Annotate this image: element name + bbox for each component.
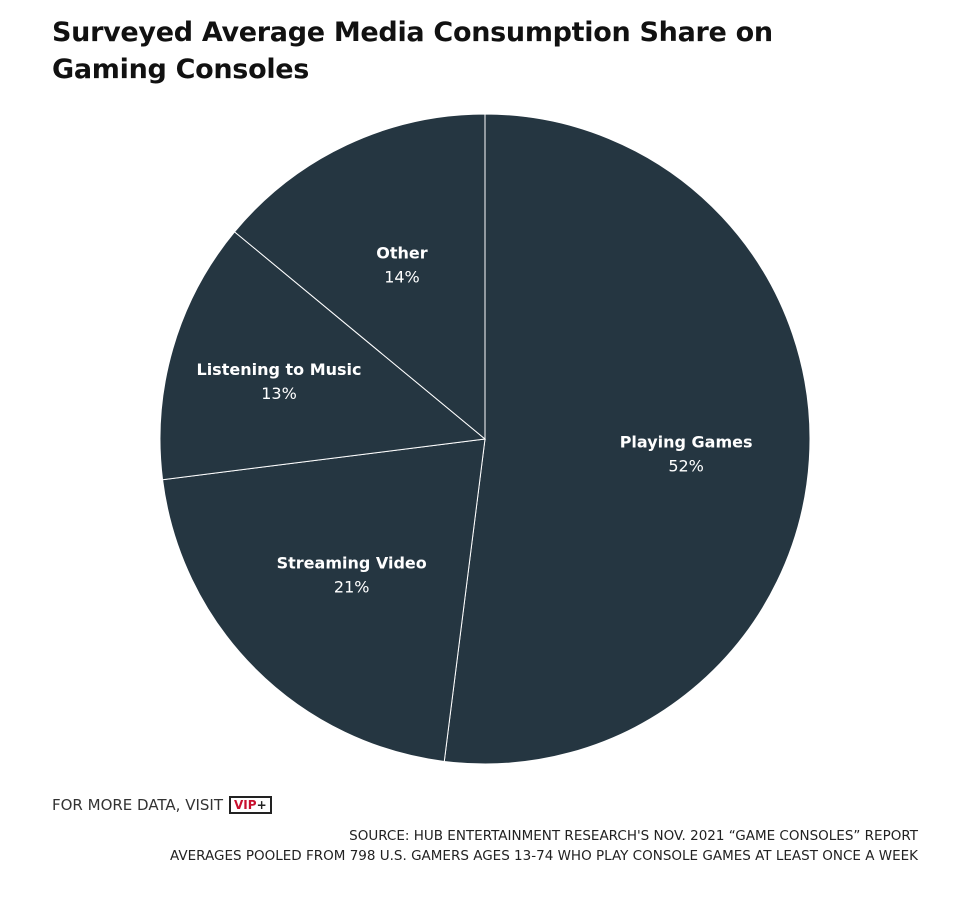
- slice-value-playing-games: 52%: [668, 457, 704, 476]
- slice-label-other: Other 14%: [376, 244, 427, 287]
- vip-plus-logo[interactable]: VIP +: [229, 796, 272, 814]
- slice-value-other: 14%: [384, 268, 420, 287]
- slice-label-streaming-video: Streaming Video 21%: [277, 553, 427, 596]
- slice-category-playing-games: Playing Games: [620, 433, 753, 452]
- pie-slice-listening-to-music: [159, 231, 487, 481]
- slice-value-streaming-video: 21%: [334, 577, 370, 596]
- pie-slice-playing-games: [443, 113, 811, 765]
- source-line-2: AVERAGES POOLED FROM 798 U.S. GAMERS AGE…: [170, 848, 918, 864]
- source-line-1: SOURCE: HUB ENTERTAINMENT RESEARCH'S NOV…: [349, 828, 918, 844]
- slice-label-playing-games: Playing Games 52%: [620, 433, 753, 476]
- slice-category-other: Other: [376, 244, 427, 263]
- pie-slice-other: [233, 113, 486, 441]
- pie-slice-streaming-video: [162, 438, 486, 762]
- source-note: SOURCE: HUB ENTERTAINMENT RESEARCH'S NOV…: [170, 826, 918, 866]
- more-data-text: FOR MORE DATA, VISIT: [52, 796, 224, 814]
- slice-category-streaming-video: Streaming Video: [277, 553, 427, 572]
- slice-label-listening-to-music: Listening to Music 13%: [197, 360, 362, 403]
- more-data-note: FOR MORE DATA, VISIT VIP +: [52, 796, 272, 814]
- slice-value-listening-to-music: 13%: [261, 384, 297, 403]
- chart-title: Surveyed Average Media Consumption Share…: [52, 17, 773, 85]
- slice-category-listening-to-music: Listening to Music: [197, 360, 362, 379]
